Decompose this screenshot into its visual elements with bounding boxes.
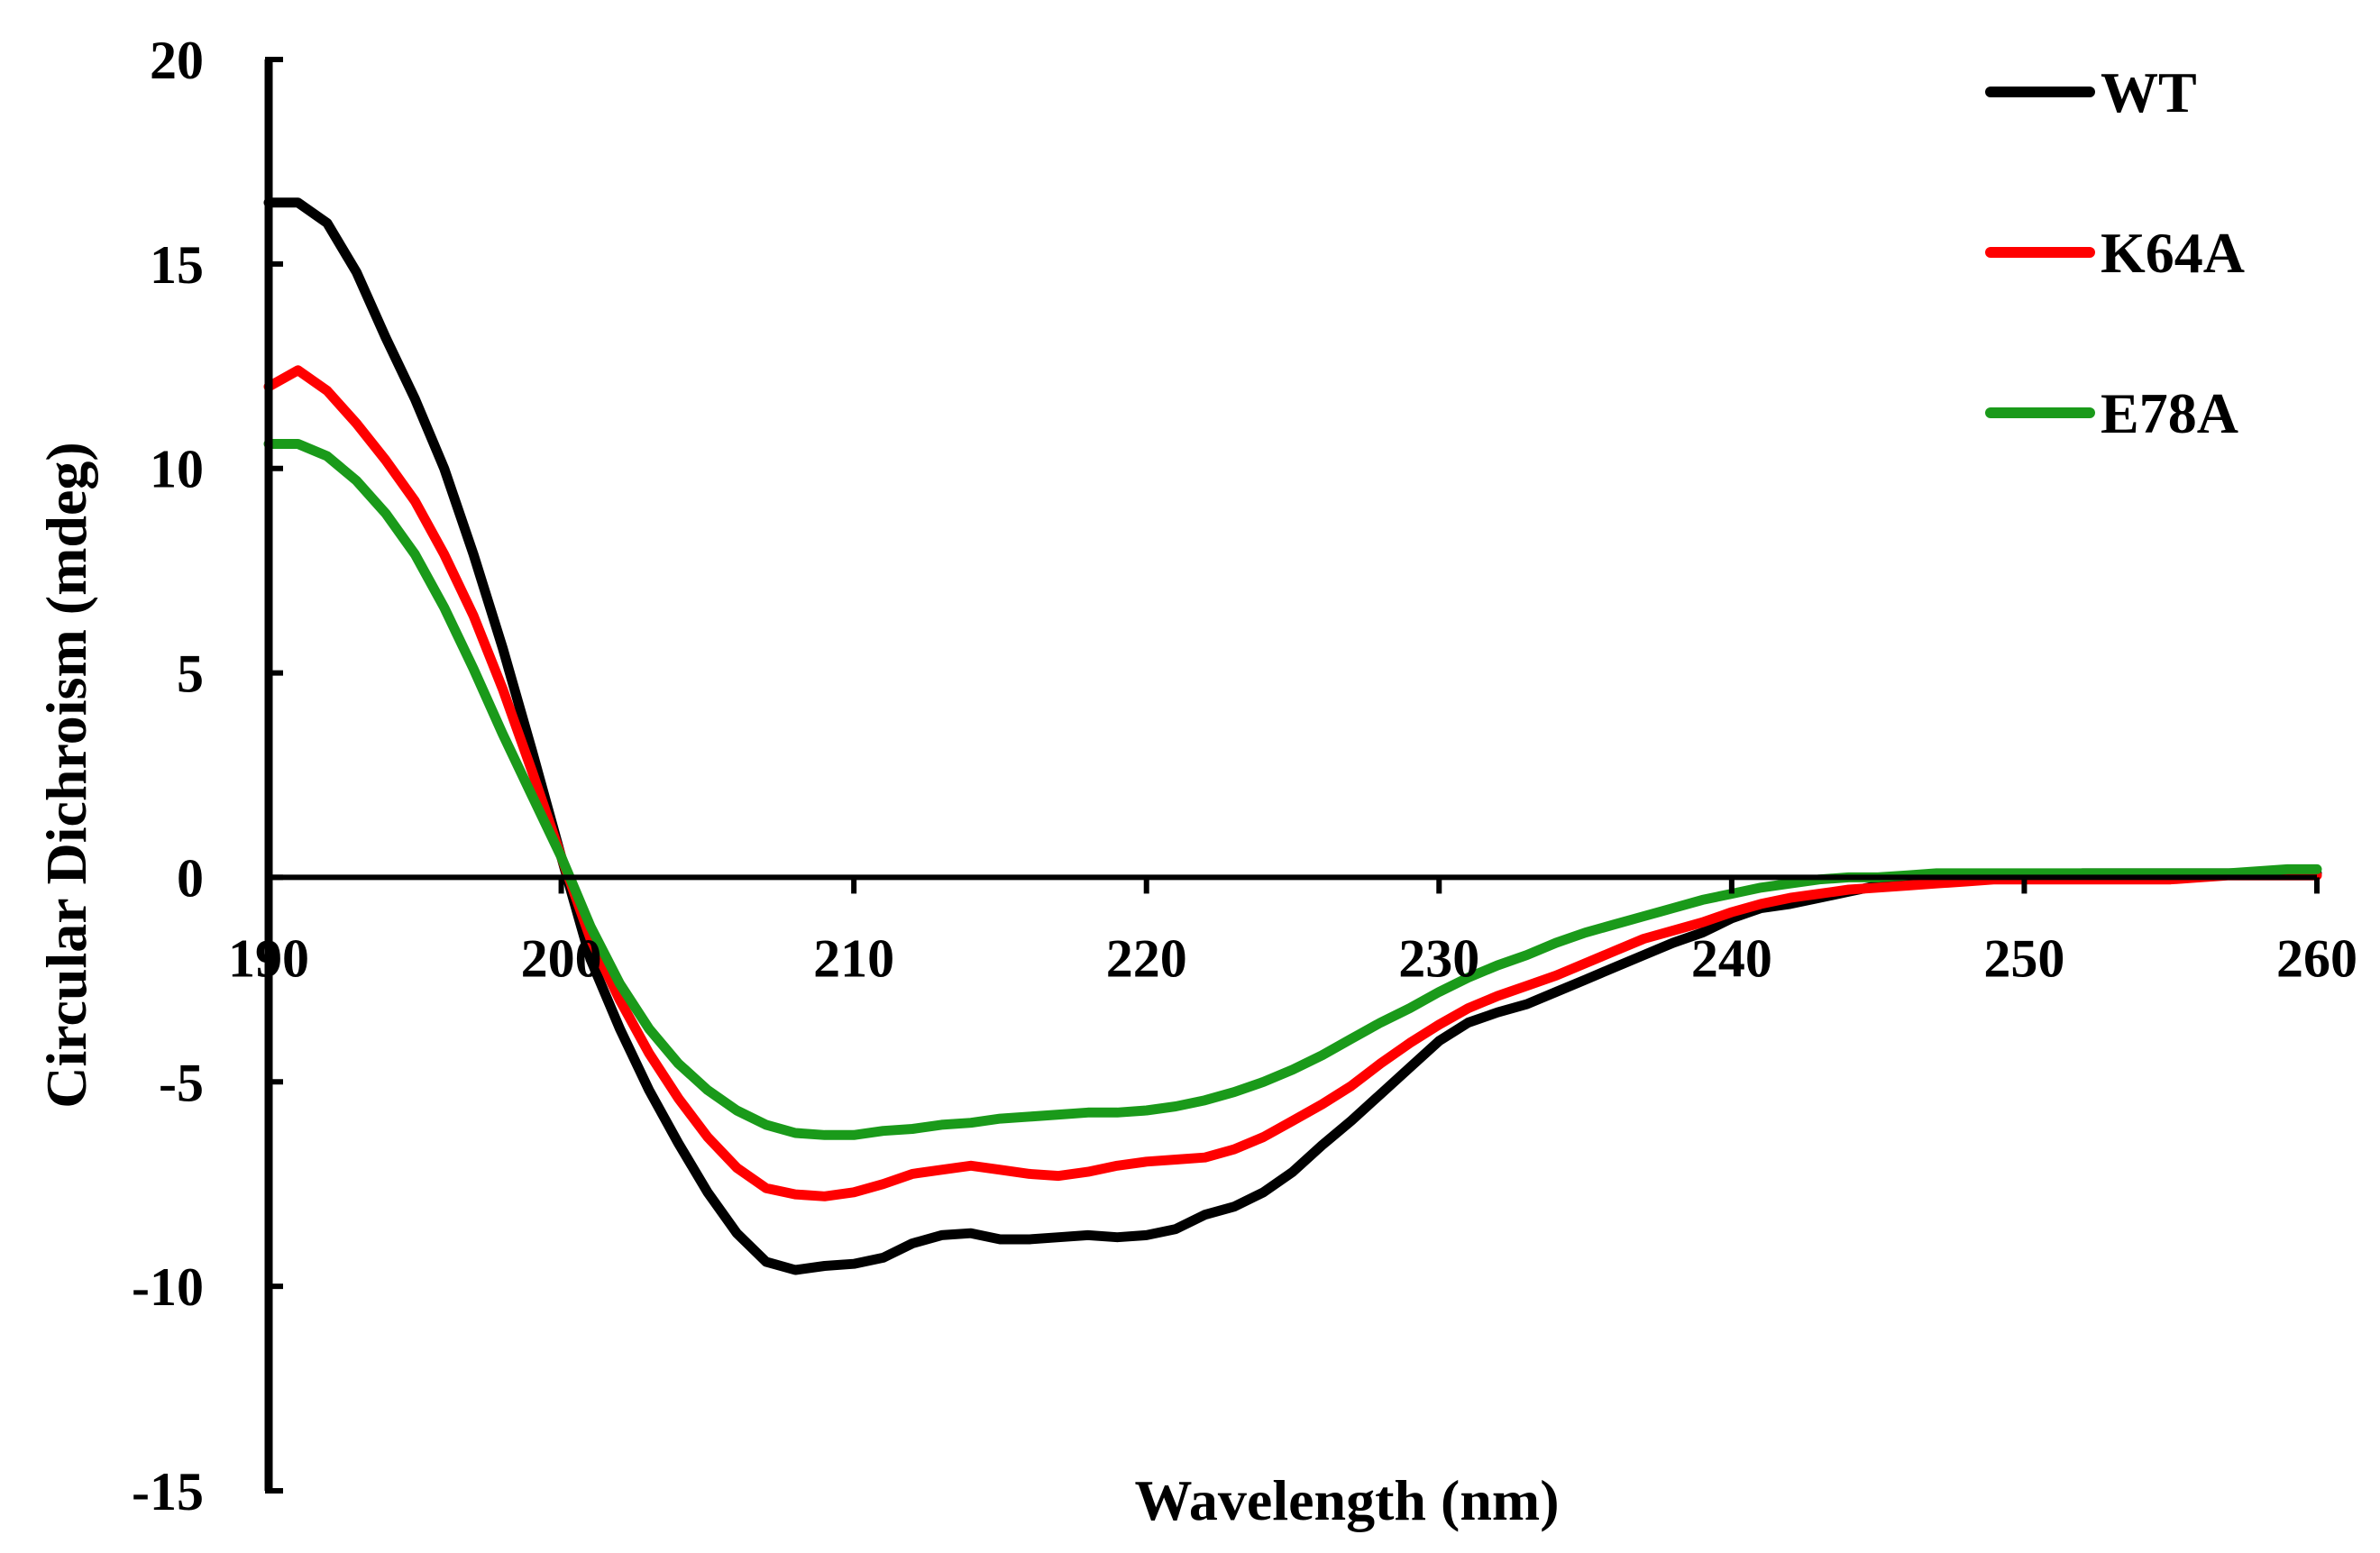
series-line-k64a [263,365,2322,1201]
x-tick-label: 250 [1983,928,2064,988]
series-layer [263,197,2322,1275]
y-tick-label: -10 [132,1257,204,1317]
x-tick-label: 190 [228,928,309,988]
legend-label-e78a: E78A [2101,381,2238,445]
x-tick-label: 220 [1106,928,1187,988]
y-tick-label: 10 [150,440,204,499]
axes-layer [264,59,2317,1491]
series-line-wt [263,197,2322,1275]
y-tick-label: 0 [177,848,204,908]
x-tick-label: 240 [1691,928,1772,988]
legend-label-k64a: K64A [2101,221,2245,285]
legend-label-wt: WT [2101,60,2197,124]
y-axis-title: Circular Dichroism (mdeg) [34,442,98,1108]
series-line-e78a [263,439,2322,1140]
x-tick-label: 210 [813,928,894,988]
x-tick-label: 260 [2276,928,2357,988]
x-axis-title: Wavelength (nm) [1134,1468,1559,1532]
x-tick-label: 200 [521,928,602,988]
y-tick-label: 15 [150,235,204,295]
x-tick-label: 230 [1398,928,1479,988]
ticks-layer: 20 15 10 5 0 -5 -10 -15 190 200 210 220 230 240 250 260 [132,31,2357,1521]
y-tick-label: 5 [177,644,204,704]
legend: WT K64A E78A [1985,60,2245,445]
y-tick-label: -5 [159,1053,204,1112]
y-tick-label: 20 [150,31,204,90]
y-tick-label: -15 [132,1462,204,1521]
